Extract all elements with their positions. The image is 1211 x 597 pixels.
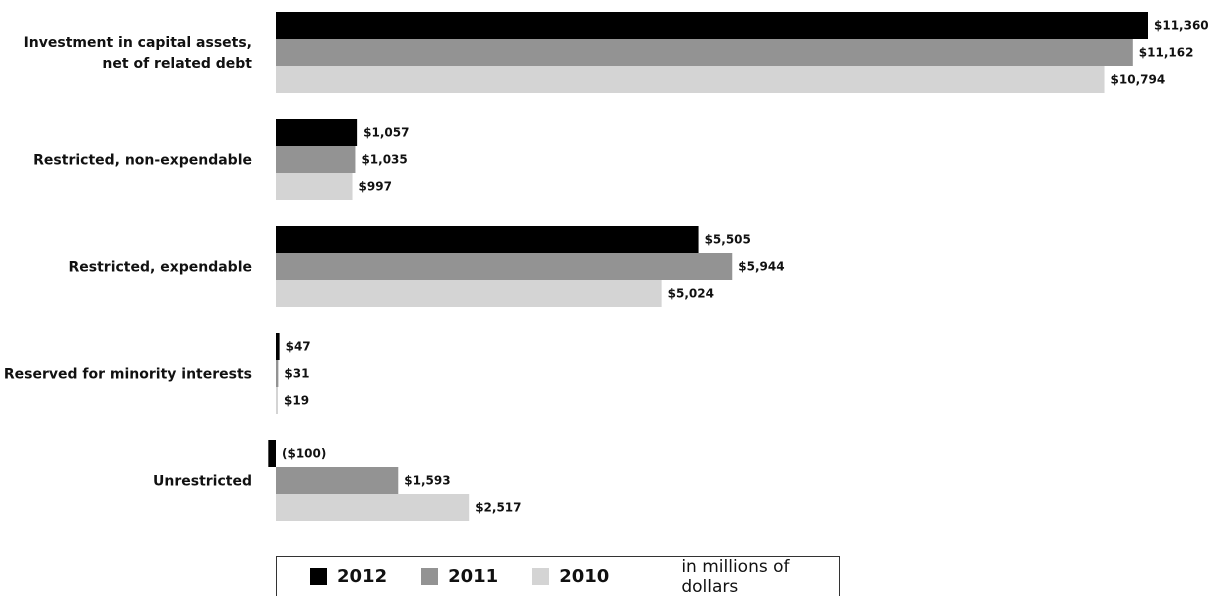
legend-swatch-2012 xyxy=(310,568,327,585)
legend-item-2011: 2011 xyxy=(421,566,498,587)
unit-note: in millions of dollars xyxy=(681,556,790,597)
value-label-2010-2: $5,024 xyxy=(668,287,714,301)
bar-2012-3 xyxy=(276,333,280,360)
bar-2010-4 xyxy=(276,494,470,521)
value-label-2012-4: ($100) xyxy=(282,447,326,461)
bar-2011-4 xyxy=(276,467,399,494)
bar-2011-3 xyxy=(276,360,279,387)
bar-2010-3 xyxy=(276,387,278,414)
value-label-2012-1: $1,057 xyxy=(363,126,409,140)
bar-2012-1 xyxy=(276,119,358,146)
bar-2012-2 xyxy=(276,226,699,253)
bar-2010-1 xyxy=(276,173,353,200)
bar-2011-0 xyxy=(276,39,1133,66)
bar-2010-2 xyxy=(276,280,662,307)
legend-swatch-2011 xyxy=(421,568,439,585)
value-label-2011-0: $11,162 xyxy=(1139,46,1194,60)
value-label-2010-4: $2,517 xyxy=(475,501,521,515)
legend-item-2010: 2010 xyxy=(532,566,609,587)
category-label-2: Restricted, expendable xyxy=(69,260,253,276)
value-label-2010-1: $997 xyxy=(359,180,392,194)
legend-label-2011: 2011 xyxy=(448,566,499,587)
bar-2012-4 xyxy=(268,440,276,467)
legend-label-2010: 2010 xyxy=(559,566,610,587)
value-label-2012-2: $5,505 xyxy=(705,233,751,247)
legend-item-2012: 2012 xyxy=(310,566,387,587)
bar-2011-2 xyxy=(276,253,733,280)
category-label-3: Reserved for minority interests xyxy=(4,367,252,383)
legend-swatch-2010 xyxy=(532,568,550,585)
value-label-2010-0: $10,794 xyxy=(1111,73,1166,87)
bar-chart: Investment in capital assets, net of rela… xyxy=(4,12,1209,521)
value-label-2012-0: $11,360 xyxy=(1154,19,1209,33)
category-label-0: Investment in capital assets, net of rela… xyxy=(24,35,253,72)
value-label-2011-2: $5,944 xyxy=(738,260,784,274)
value-label-2011-3: $31 xyxy=(284,367,309,381)
bar-2010-0 xyxy=(276,66,1105,93)
bar-2011-1 xyxy=(276,146,356,173)
category-label-1: Restricted, non-expendable xyxy=(33,153,252,169)
legend-label-2012: 2012 xyxy=(337,566,388,587)
legend: 2012 2011 2010 in millions of dollars xyxy=(276,556,840,597)
category-label-4: Unrestricted xyxy=(153,474,252,490)
value-label-2011-4: $1,593 xyxy=(404,474,450,488)
value-label-2010-3: $19 xyxy=(284,394,309,408)
value-label-2011-1: $1,035 xyxy=(361,153,407,167)
bar-2012-0 xyxy=(276,12,1148,39)
value-label-2012-3: $47 xyxy=(286,340,311,354)
